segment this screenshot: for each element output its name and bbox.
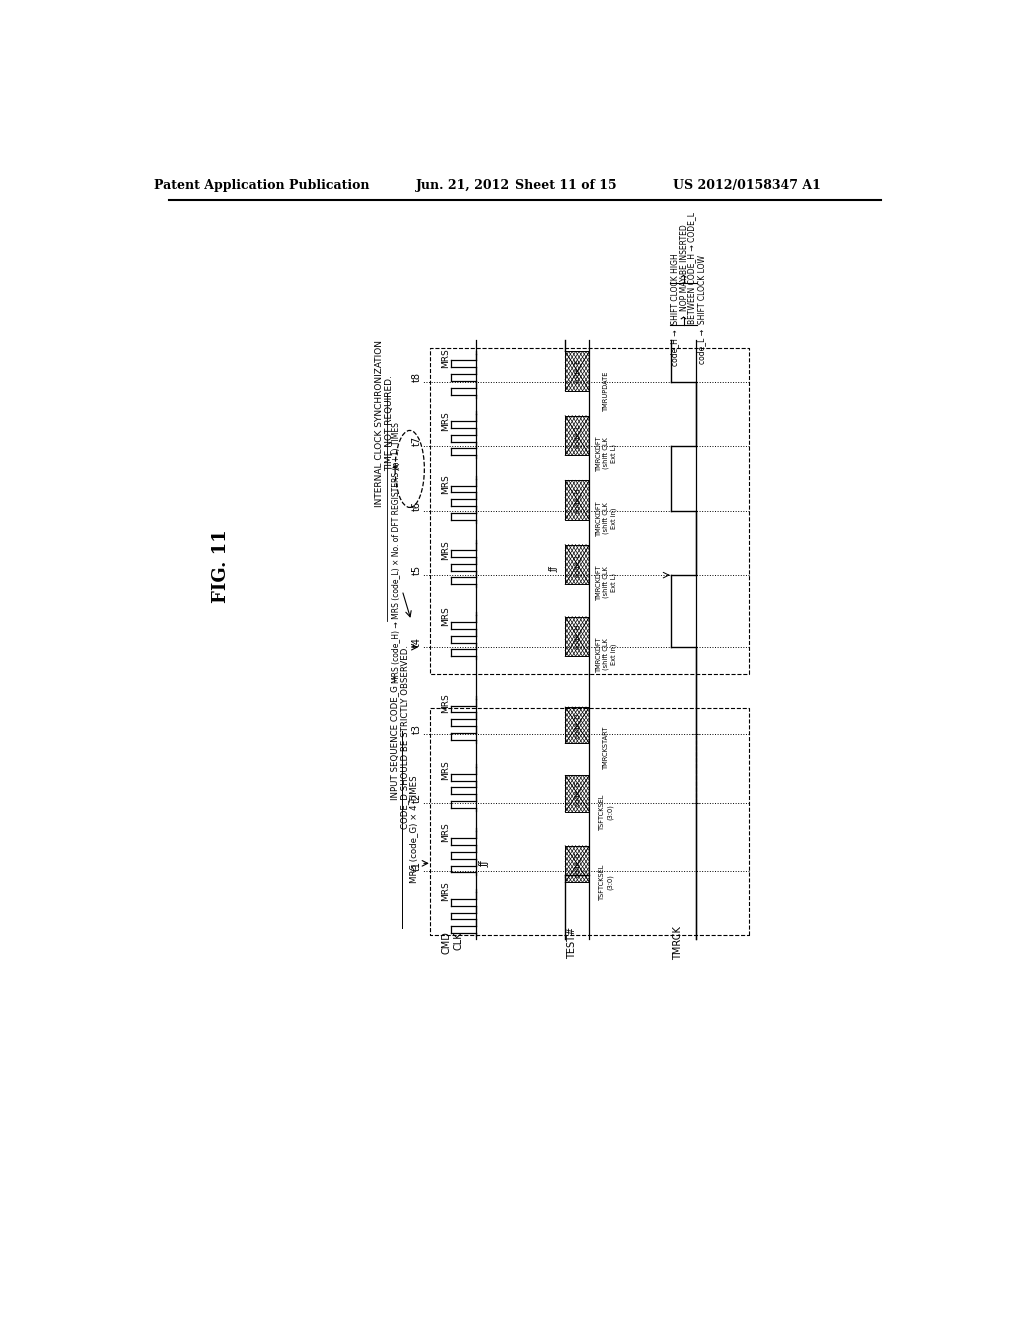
Text: MRS: MRS xyxy=(441,693,450,713)
Text: code_L: code_L xyxy=(574,424,581,447)
Text: code_L: code_L xyxy=(574,553,581,577)
Text: TMRCKDFT
(shift CLK
Ext in): TMRCKDFT (shift CLK Ext in) xyxy=(596,636,616,672)
Text: t2: t2 xyxy=(412,792,422,803)
Text: code_H: code_H xyxy=(574,624,581,649)
Text: Jun. 21, 2012: Jun. 21, 2012 xyxy=(416,178,510,191)
Text: MRS: MRS xyxy=(441,540,450,560)
Text: CMD
CLK: CMD CLK xyxy=(442,932,464,954)
Text: US 2012/0158347 A1: US 2012/0158347 A1 xyxy=(673,178,820,191)
Text: TSFTCKSEL
(3:0): TSFTCKSEL (3:0) xyxy=(599,865,613,900)
Text: t6: t6 xyxy=(412,500,422,511)
Text: MRS: MRS xyxy=(441,606,450,626)
Text: t3: t3 xyxy=(412,725,422,734)
Text: t4: t4 xyxy=(412,638,422,647)
Text: MRS (code_G) × 4 TIMES: MRS (code_G) × 4 TIMES xyxy=(409,775,418,883)
Text: code_E: code_E xyxy=(574,359,581,383)
Text: TEST#: TEST# xyxy=(567,927,578,960)
Text: FIG. 11: FIG. 11 xyxy=(212,529,230,603)
Text: TMRUPDATE: TMRUPDATE xyxy=(603,371,609,412)
Text: MRS (code_H) → MRS (code_L) × No. of DFT REGISTERS (n+1) TIMES: MRS (code_H) → MRS (code_L) × No. of DFT… xyxy=(391,422,400,682)
Text: Patent Application Publication: Patent Application Publication xyxy=(154,178,370,191)
Text: TMRCKDFT
(shift CLK
Ext in): TMRCKDFT (shift CLK Ext in) xyxy=(596,500,616,536)
Text: ƒƒ: ƒƒ xyxy=(480,859,489,867)
Text: TMRCK: TMRCK xyxy=(674,927,684,960)
Text: MRS: MRS xyxy=(441,474,450,494)
Text: code_H →  SHIFT CLOCK HIGH: code_H → SHIFT CLOCK HIGH xyxy=(670,253,679,366)
Text: t5: t5 xyxy=(412,565,422,576)
Text: BETWEEN CODE_H → CODE_L: BETWEEN CODE_H → CODE_L xyxy=(687,213,696,323)
Text: ƒƒ: ƒƒ xyxy=(549,566,558,572)
Text: NOP MAY BE INSERTED: NOP MAY BE INSERTED xyxy=(680,224,689,312)
Text: code_D: code_D xyxy=(574,713,581,738)
Text: TSFTCKSEL
(3:0): TSFTCKSEL (3:0) xyxy=(599,793,613,830)
Text: MRS: MRS xyxy=(441,760,450,780)
Text: TMRCKSTART: TMRCKSTART xyxy=(603,725,609,768)
Text: code_G: code_G xyxy=(574,780,581,807)
Text: Sheet 11 of 15: Sheet 11 of 15 xyxy=(515,178,616,191)
Text: MRS: MRS xyxy=(441,348,450,368)
Text: INPUT SEQUENCE CODE_G →
CODE_D SHOULD BE STRICTLY OBSERVED.: INPUT SEQUENCE CODE_G → CODE_D SHOULD BE… xyxy=(390,645,410,829)
Text: code_L →  SHIFT CLOCK LOW: code_L → SHIFT CLOCK LOW xyxy=(697,255,707,364)
Text: t8: t8 xyxy=(412,372,422,381)
Text: MRS: MRS xyxy=(441,412,450,432)
Text: code_G: code_G xyxy=(574,851,581,876)
Text: TMRCKDFT
(shift CLK
Ext L): TMRCKDFT (shift CLK Ext L) xyxy=(596,436,616,471)
Text: TMRCKDFT
(shift CLK
Ext L): TMRCKDFT (shift CLK Ext L) xyxy=(596,565,616,601)
Text: INTERNAL CLOCK SYNCHRONIZATION
TIME NOT REQUIRED.: INTERNAL CLOCK SYNCHRONIZATION TIME NOT … xyxy=(375,339,394,507)
Text: MRS: MRS xyxy=(441,822,450,842)
Text: t1: t1 xyxy=(412,861,422,871)
Text: code_H: code_H xyxy=(574,487,581,512)
Text: t7: t7 xyxy=(412,436,422,446)
Text: MRS: MRS xyxy=(441,882,450,902)
